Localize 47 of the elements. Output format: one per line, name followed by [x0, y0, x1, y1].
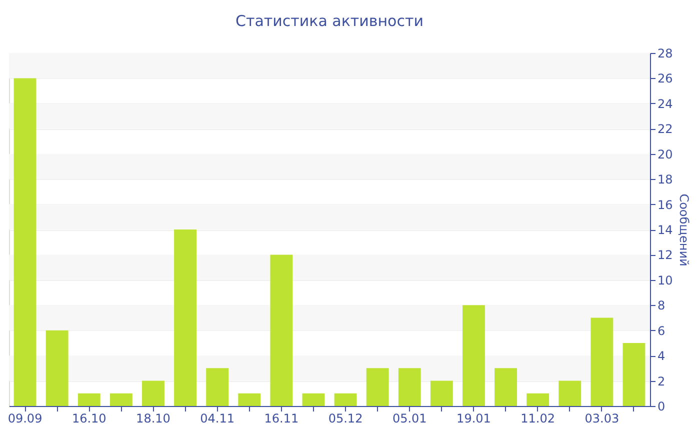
bar [558, 380, 582, 406]
y-tick-label: 18 [658, 172, 673, 187]
x-tick-label: 16.11 [264, 412, 299, 426]
y-tick-label: 0 [658, 400, 666, 414]
bar [398, 368, 421, 406]
y-tick-label: 22 [658, 122, 673, 136]
bar [462, 305, 485, 406]
x-tick-label: 05.01 [392, 412, 427, 426]
y-tick-label: 26 [658, 72, 673, 86]
x-tick-label: 16.10 [72, 412, 106, 426]
x-tick-label: 18.10 [136, 412, 170, 426]
y-tick-label: 16 [658, 198, 673, 212]
bar [14, 78, 36, 406]
y-tick-label: 8 [658, 298, 666, 313]
bar [622, 342, 646, 406]
bar [526, 393, 550, 406]
y-tick-label: 6 [658, 324, 666, 338]
bar [494, 368, 517, 406]
x-tick-label: 04.11 [200, 412, 235, 426]
y-tick-label: 4 [658, 349, 666, 364]
bar [78, 393, 100, 406]
bar [270, 254, 293, 406]
y-tick-label: 14 [658, 223, 673, 237]
bar [174, 230, 196, 406]
bar [110, 393, 132, 406]
bar [302, 393, 325, 406]
bar [142, 380, 164, 406]
x-tick-label: 09.09 [8, 412, 42, 426]
bar [366, 368, 389, 406]
x-tick-label: 03.03 [584, 412, 620, 426]
bar [430, 380, 453, 406]
y-tick-label: 2 [658, 374, 666, 388]
x-tick-label: 19.01 [456, 412, 491, 426]
y-axis-title: Сообщений [676, 194, 691, 266]
y-tick-label: 24 [658, 96, 673, 111]
bar [46, 330, 68, 406]
bar [590, 318, 614, 406]
y-tick-label: 28 [658, 46, 673, 60]
bar [206, 368, 229, 406]
chart-title: Статистика активности [236, 12, 424, 30]
x-tick-label: 05.12 [328, 412, 363, 426]
x-tick-label: 11.02 [520, 412, 556, 426]
bar [334, 393, 357, 406]
y-tick-label: 10 [658, 273, 673, 288]
y-tick-label: 12 [658, 248, 673, 262]
y-tick-label: 20 [658, 147, 673, 162]
bar [238, 393, 261, 406]
